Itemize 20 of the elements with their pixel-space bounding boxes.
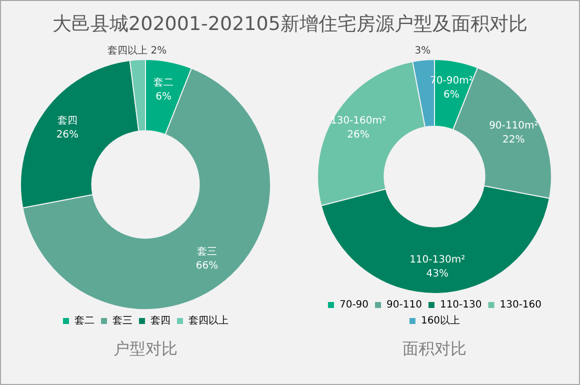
legend-label: 130-160 (500, 300, 542, 311)
data-label: 套四 26% (56, 114, 79, 140)
data-label: 套二 6% (154, 76, 174, 102)
data-label: 110-130m² 43% (410, 254, 466, 280)
text: 面积对比 (402, 339, 468, 360)
legend-label: 套三 (112, 314, 132, 327)
data-label: 130-160m² 26% (330, 116, 386, 141)
data-label: 套三 66% (196, 245, 218, 272)
chart-title: 大邑县城202001-202105新增住宅房源户型及面积对比 (52, 12, 528, 37)
legend-label: 70-90 (339, 300, 369, 311)
legend-label: 110-130 (440, 300, 482, 311)
legend-label: 90-110 (386, 300, 422, 311)
legend-label: 160以上 (420, 314, 460, 327)
legend-label: 套四以上 (188, 314, 228, 327)
legend-label: 套四 (150, 314, 170, 327)
data-label: 90-110m² 22% (489, 120, 538, 146)
data-label: 套四以上 2% (108, 44, 167, 56)
text: 户型对比 (112, 339, 178, 360)
legend-label: 套二 (74, 314, 94, 327)
data-label: 3% (414, 46, 431, 57)
